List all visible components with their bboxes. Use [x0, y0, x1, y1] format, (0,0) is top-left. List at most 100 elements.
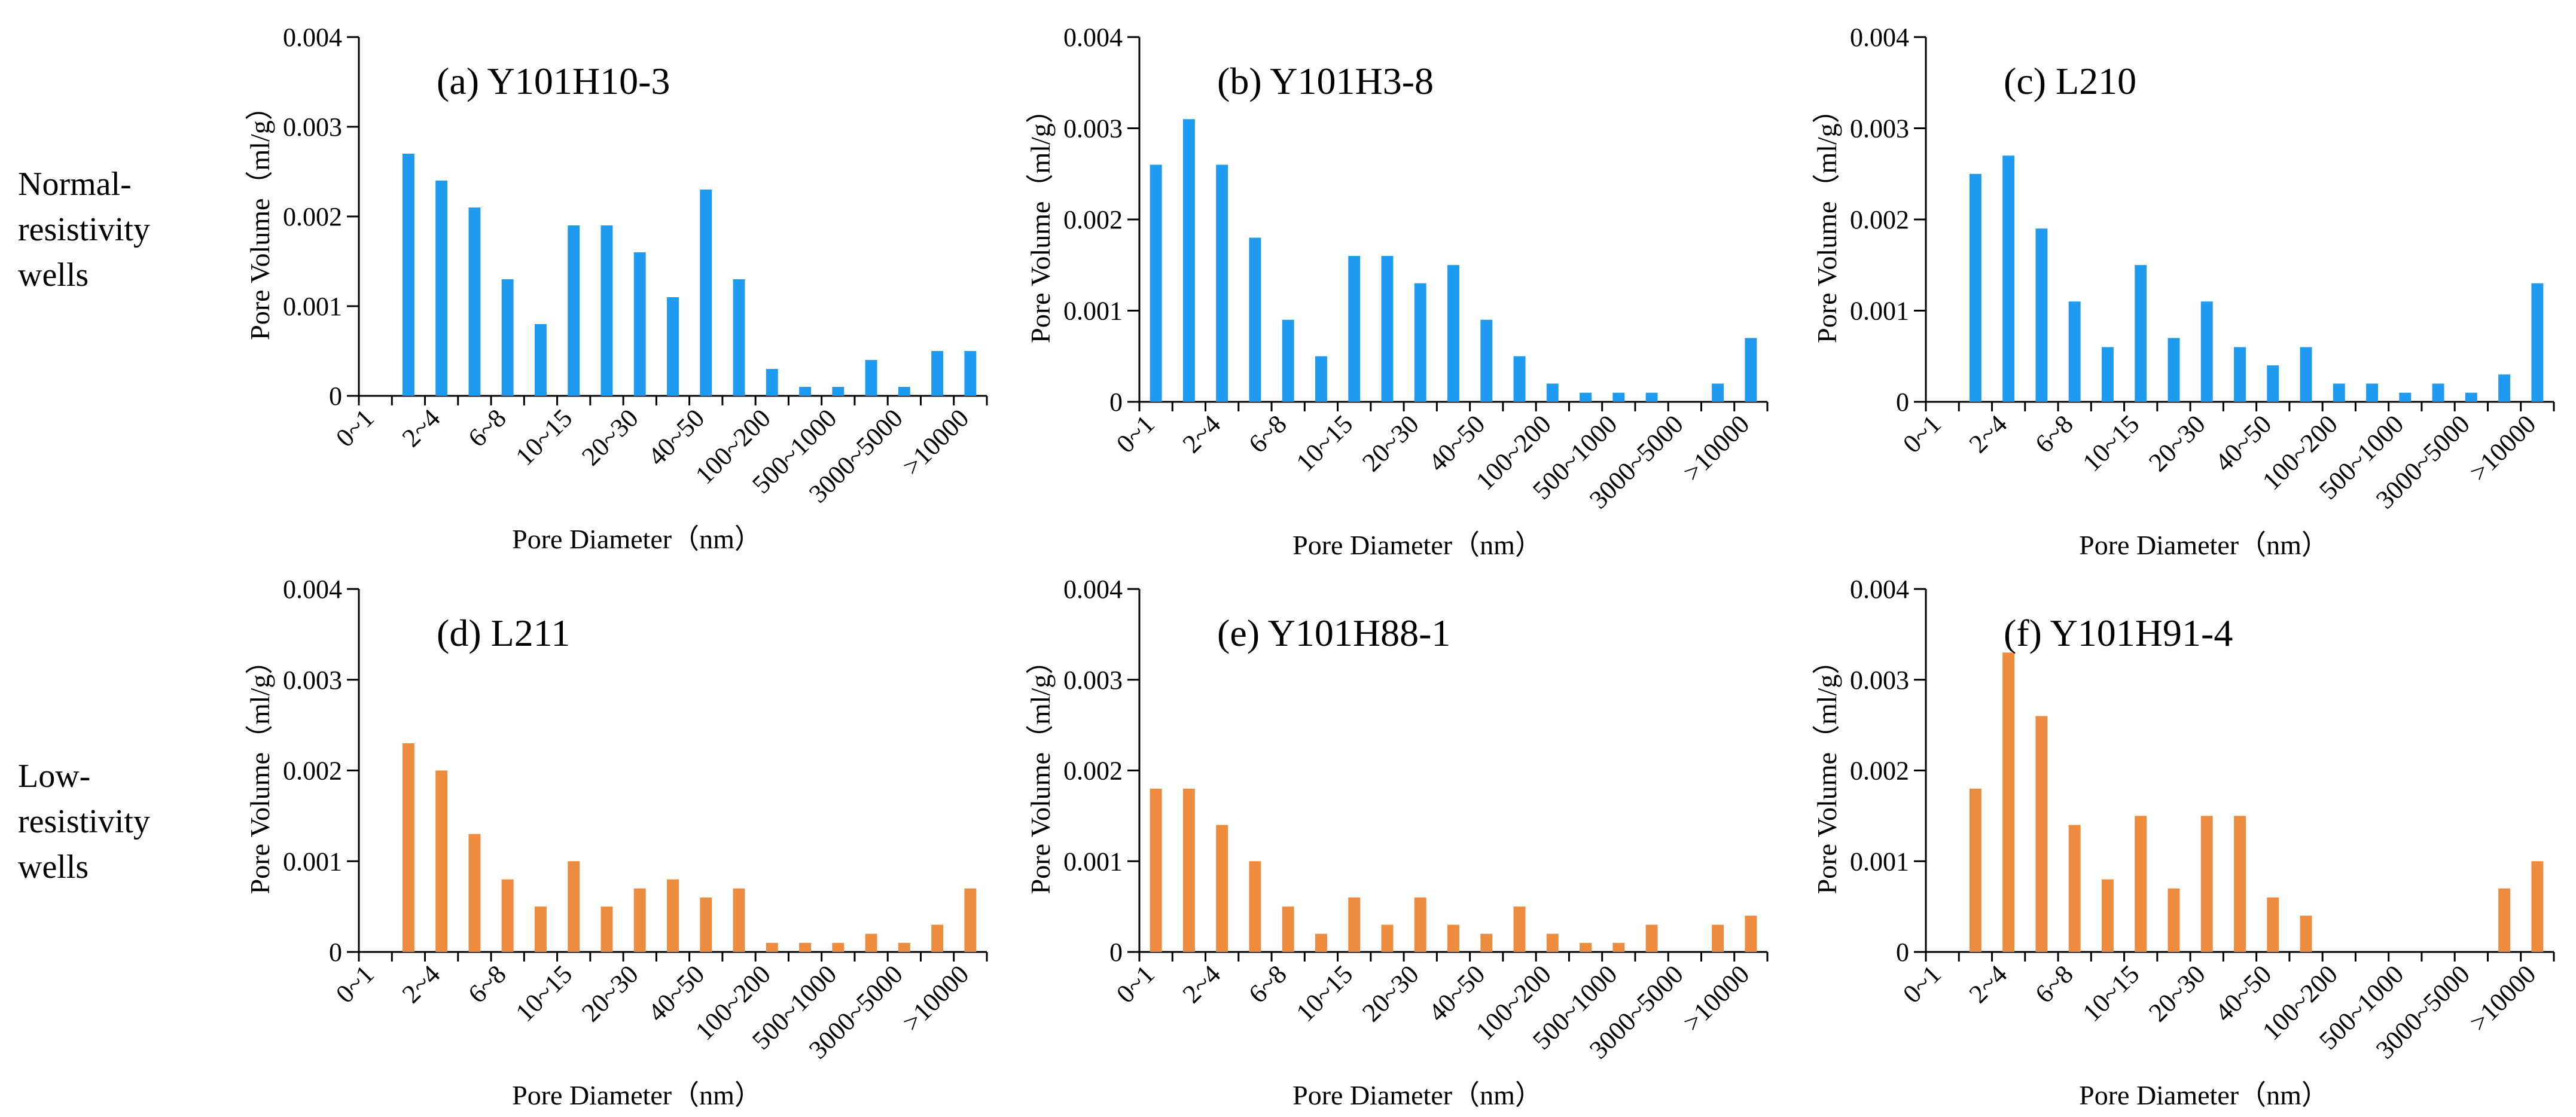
panel-c-bar: [2002, 155, 2015, 402]
panel-d-x-tick-label: 10~15: [510, 959, 578, 1027]
panel-b-y-tick-label: 0.001: [1063, 297, 1123, 326]
row-label-normal-line: Normal-: [18, 166, 132, 203]
panel-e-y-tick-label: 0.001: [1063, 847, 1123, 876]
panel-d-bar: [799, 942, 811, 952]
panel-b-bar: [1414, 283, 1426, 402]
panel-b-bar: [1381, 256, 1394, 402]
panel-e-bar: [1546, 933, 1559, 952]
panel-b-bar: [1645, 392, 1658, 402]
panel-e-bar: [1315, 933, 1327, 952]
panel-b-x-label: Pore Diameter（nm）: [1292, 530, 1542, 560]
panel-d-bar: [898, 942, 910, 952]
panel-b-bar: [1150, 164, 1162, 402]
panel-c-x-tick-label: 10~15: [2077, 409, 2145, 477]
panel-f-bar: [2531, 861, 2544, 952]
panel-a-y-tick-label: 0.001: [283, 292, 342, 321]
panel-b-bar: [1447, 265, 1459, 402]
panel-c-bar: [2366, 383, 2378, 402]
panel-a-bar: [700, 190, 712, 396]
panel-e-y-tick-label: 0: [1109, 938, 1123, 967]
panel-b-x-tick-label: 20~30: [1356, 409, 1425, 477]
panel-c-y-tick-label: 0.002: [1850, 205, 1909, 234]
panel-b-bar: [1480, 319, 1493, 402]
panel-f-bar: [2168, 888, 2180, 952]
panel-a-y-label: Pore Volume（ml/g）: [245, 93, 275, 340]
panel-e-bar: [1348, 897, 1361, 952]
panel-b-x-tick-label: >10000: [1677, 409, 1755, 487]
panel-f-bar: [2002, 652, 2015, 952]
panel-c-x-label: Pore Diameter（nm）: [2079, 530, 2329, 560]
panel-e-bar: [1282, 907, 1294, 952]
panel-e-x-tick-label: >10000: [1677, 959, 1755, 1037]
panel-f-bar: [2135, 816, 2147, 952]
panel-c-bar: [2333, 383, 2345, 402]
panel-f-bar: [1969, 788, 1981, 952]
panel-d-x-label: Pore Diameter（nm）: [512, 1080, 762, 1110]
panel-d-bar: [568, 861, 580, 952]
panel-a-bar: [898, 387, 910, 396]
panel-c-x-tick-label: 2~4: [1964, 409, 2013, 459]
panel-e-y-tick-label: 0.002: [1063, 756, 1123, 786]
panel-b-bar: [1612, 392, 1625, 402]
panel-f-x-tick-label: 10~15: [2077, 959, 2145, 1027]
panel-f-bar: [2300, 915, 2312, 952]
panel-c-bar: [2399, 392, 2412, 402]
panel-c-bar: [2267, 365, 2279, 402]
panel-a-bar: [468, 207, 481, 396]
panel-a-bar: [600, 225, 613, 396]
panel-a-bar: [964, 351, 977, 396]
panel-f-x-tick-label: 20~30: [2143, 959, 2211, 1027]
panel-d-bar: [535, 907, 547, 952]
panel-b-bar: [1315, 356, 1327, 402]
panel-e-bar: [1381, 924, 1394, 952]
panel-f-x-label: Pore Diameter（nm）: [2079, 1080, 2329, 1110]
panel-d-x-tick-label: 2~4: [397, 959, 446, 1009]
panel-d-bar: [600, 907, 613, 952]
panel-d-bar: [700, 897, 712, 952]
panel-e-x-label: Pore Diameter（nm）: [1292, 1080, 1542, 1110]
panel-f-y-tick-label: 0.004: [1850, 575, 1909, 604]
panel-b-y-tick-label: 0.004: [1063, 23, 1123, 52]
panel-f-bar: [2200, 816, 2213, 952]
panel-c-x-tick-label: 20~30: [2143, 409, 2211, 477]
panel-e-bar: [1745, 915, 1757, 952]
panel-d-bar: [964, 888, 977, 952]
panel-e-bar: [1414, 897, 1426, 952]
panel-e-x-tick-label: 10~15: [1291, 959, 1359, 1027]
panel-d-title: (d) L211: [437, 612, 570, 654]
panel-c-bar: [2300, 347, 2312, 402]
panel-d-bar: [633, 888, 646, 952]
panel-c-bar: [2465, 392, 2477, 402]
panel-d-bar: [501, 879, 514, 952]
panel-a-bar: [568, 225, 580, 396]
panel-e-bar: [1216, 825, 1228, 952]
panel-e-x-tick-label: 20~30: [1356, 959, 1425, 1027]
panel-d-x-tick-label: 20~30: [576, 959, 644, 1027]
panel-f-y-tick-label: 0.001: [1850, 847, 1909, 876]
panel-a-y-tick-label: 0.003: [283, 112, 342, 142]
panel-a-title: (a) Y101H10-3: [437, 60, 670, 102]
panel-b-y-label: Pore Volume（ml/g）: [1025, 96, 1056, 343]
panel-c-bar: [2200, 301, 2213, 402]
panel-a-y-tick-label: 0: [329, 382, 342, 411]
panel-e-bar: [1447, 924, 1459, 952]
panel-f-x-tick-label: >10000: [2464, 959, 2541, 1037]
panel-e-bar: [1712, 924, 1724, 952]
row-label-normal-line: resistivity: [18, 211, 150, 248]
panel-a-bar: [931, 351, 944, 396]
panel-d-y-tick-label: 0.003: [283, 666, 342, 695]
panel-d-bar: [468, 834, 481, 952]
panel-c-y-tick-label: 0: [1896, 387, 1909, 417]
panel-b-bar: [1182, 119, 1195, 402]
panel-d-y-label: Pore Volume（ml/g）: [245, 647, 275, 895]
panel-b-bar: [1745, 338, 1757, 402]
panel-f-y-tick-label: 0.003: [1850, 666, 1909, 695]
panel-a-y-tick-label: 0.004: [283, 23, 342, 52]
panel-b-bar: [1546, 383, 1559, 402]
panel-a-y-tick-label: 0.002: [283, 202, 342, 231]
panel-d-y-tick-label: 0.001: [283, 847, 342, 876]
panel-a-x-tick-label: >10000: [897, 403, 974, 481]
panel-e-bar: [1480, 933, 1493, 952]
panel-f-y-tick-label: 0: [1896, 938, 1909, 967]
